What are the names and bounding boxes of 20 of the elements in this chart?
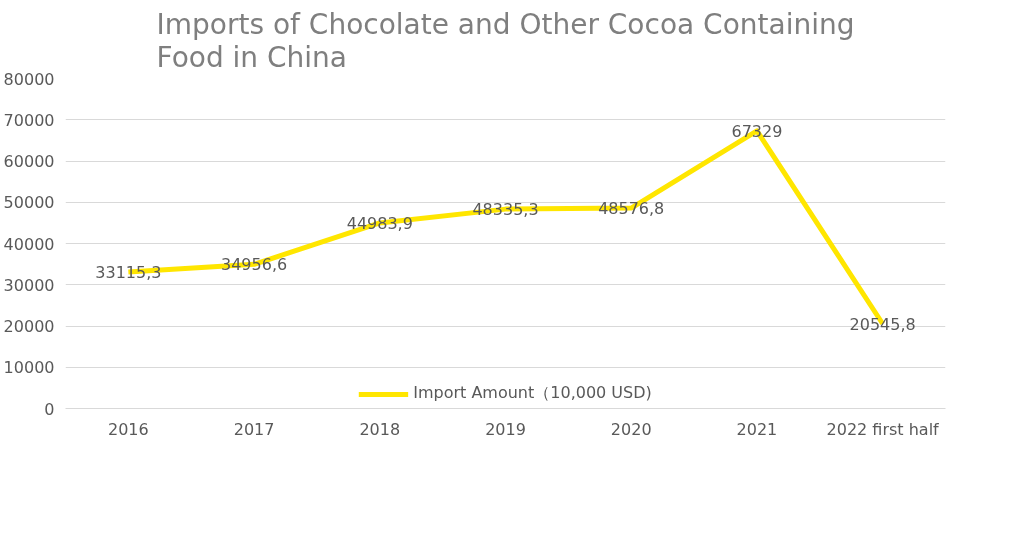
legend-label: Import Amount（10,000 USD) xyxy=(413,383,652,404)
x-tick-label: 2022 first half xyxy=(826,419,940,439)
x-tick-label: 2018 xyxy=(359,419,401,439)
y-tick-label: 60000 xyxy=(3,152,55,171)
y-tick-label: 30000 xyxy=(3,275,55,295)
x-tick-label: 2016 xyxy=(108,419,149,439)
x-tick-label: 2017 xyxy=(233,419,275,439)
data-label: 33115,3 xyxy=(95,262,162,282)
x-tick-label: 2021 xyxy=(736,419,778,439)
data-label: 20545,8 xyxy=(849,314,916,334)
y-tick-label: 10000 xyxy=(3,358,55,378)
y-tick-label: 20000 xyxy=(3,317,55,336)
chart-title: Imports of Chocolate and Other Cocoa Containing Food in China xyxy=(156,7,855,74)
y-tick-label: 50000 xyxy=(3,193,55,213)
y-tick-label: 40000 xyxy=(3,234,55,254)
x-tick-label: 2020 xyxy=(610,419,652,439)
x-tick-label: 2019 xyxy=(485,419,526,439)
y-tick-label: 70000 xyxy=(3,110,55,130)
y-tick-label: 80000 xyxy=(3,69,55,89)
y-tick-label: 0 xyxy=(44,399,55,419)
